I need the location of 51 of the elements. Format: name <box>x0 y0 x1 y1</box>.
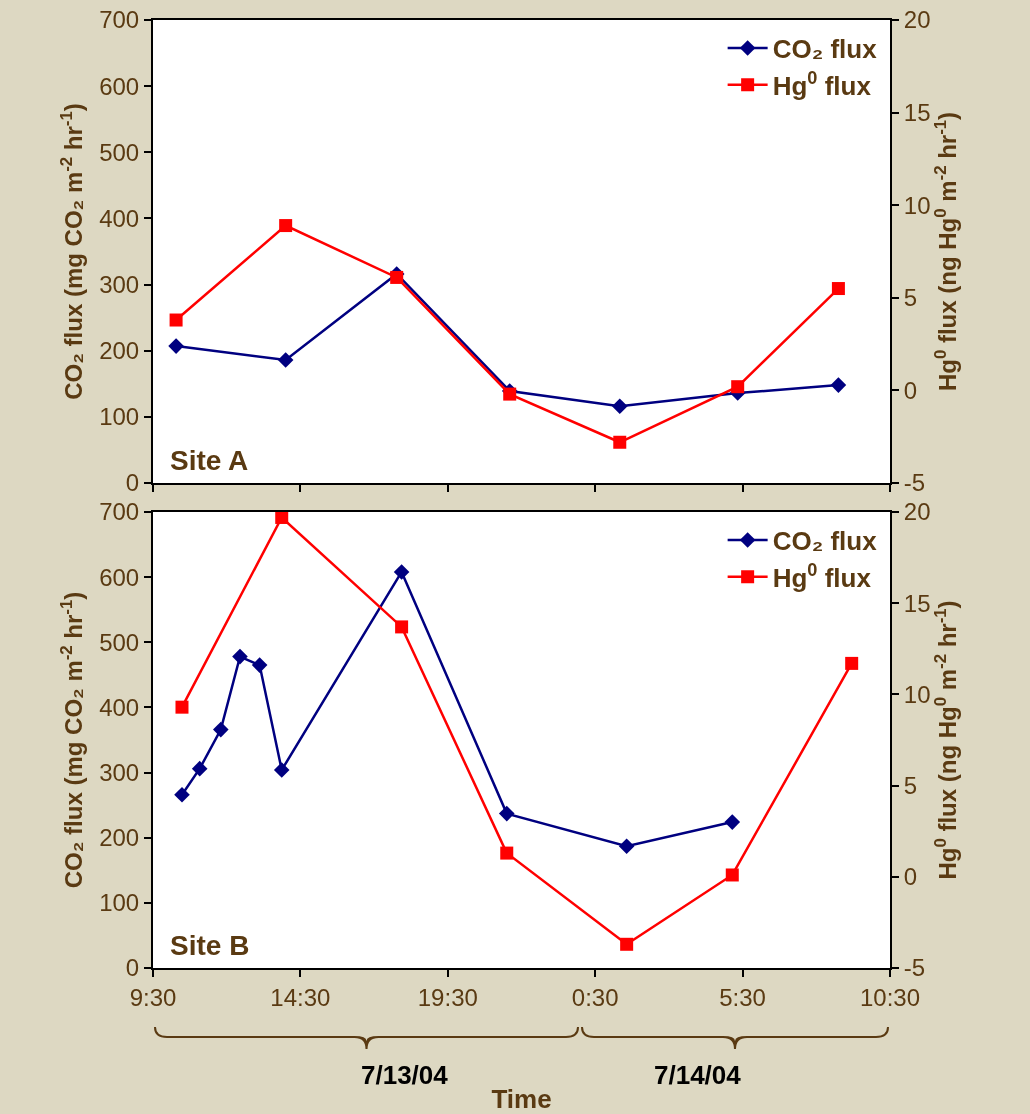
point <box>611 398 628 415</box>
y-tick-label: 0 <box>125 954 140 982</box>
text: 7/13/04 <box>361 1060 449 1090</box>
x-axis-title: Time <box>491 1084 552 1114</box>
legend-label: Hg$^{0}$ flux <box>772 559 872 593</box>
y-tick-label: 400 <box>99 693 140 721</box>
point <box>503 387 517 401</box>
y2-tick-label: 20 <box>903 498 931 526</box>
y-tick-label: 500 <box>99 138 140 166</box>
point <box>169 313 183 327</box>
x-tick-label: 0:30 <box>571 983 619 1011</box>
point <box>390 270 404 284</box>
y-tick-label: 400 <box>99 204 140 232</box>
y-tick-label: 100 <box>99 889 140 917</box>
point <box>168 338 184 354</box>
y-tick-label: 300 <box>99 758 140 786</box>
y-tick-label: 200 <box>99 337 140 365</box>
y-tick-label: 700 <box>99 6 140 34</box>
x-tick-label: 10:30 <box>859 983 921 1011</box>
y-tick-label: 600 <box>99 72 140 100</box>
y2-tick-label: 15 <box>903 99 931 126</box>
legend-label: CO₂ flux <box>772 526 878 557</box>
y-tick-label: 0 <box>125 469 140 497</box>
y2-tick-label: 0 <box>903 863 918 891</box>
x-tick-label: 19:30 <box>417 983 478 1011</box>
legend-label: Hg$^{0}$ flux <box>772 68 872 101</box>
point <box>613 435 627 449</box>
x-tick-label: 9:30 <box>129 983 177 1011</box>
y-tick-label: 200 <box>99 824 140 852</box>
y2-tick-label: 5 <box>903 772 918 799</box>
annotation: Site A <box>170 445 249 476</box>
y2-tick-label: 15 <box>903 589 931 617</box>
text: 7/14/04 <box>654 1060 742 1090</box>
y-tick-label: 100 <box>99 403 140 431</box>
point <box>277 352 294 368</box>
y-tick-label: 600 <box>99 563 140 591</box>
y-tick-label: 700 <box>99 498 140 526</box>
annotation: Site B <box>170 930 250 961</box>
point <box>279 219 293 233</box>
y2-tick-label: 10 <box>903 191 931 219</box>
y-tick-label: 300 <box>99 270 140 298</box>
legend-label: CO₂ flux <box>772 34 878 65</box>
x-tick-label: 5:30 <box>719 983 766 1011</box>
y2-tick-label: 5 <box>903 284 918 312</box>
y2-tick-label: -5 <box>903 469 926 497</box>
y2-tick-label: 0 <box>903 376 918 404</box>
y2-tick-label: 20 <box>903 6 931 34</box>
x-tick-label: 14:30 <box>270 983 331 1011</box>
y2-tick-label: -5 <box>903 954 926 982</box>
y-tick-label: 500 <box>99 628 140 656</box>
y2-tick-label: 10 <box>903 680 931 708</box>
